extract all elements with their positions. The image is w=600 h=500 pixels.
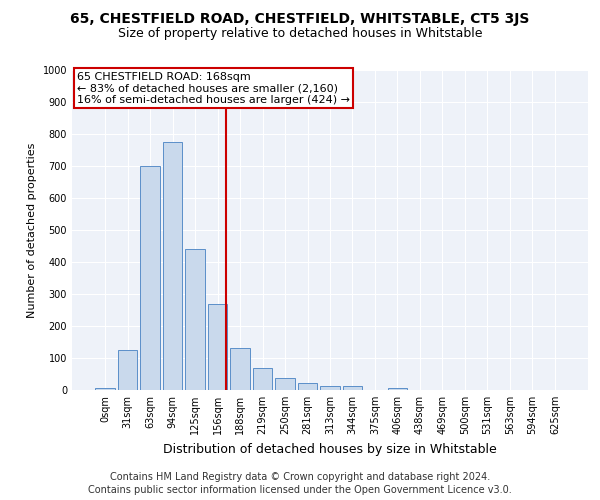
Bar — [95, 388, 115, 390]
Text: 65 CHESTFIELD ROAD: 168sqm
← 83% of detached houses are smaller (2,160)
16% of s: 65 CHESTFIELD ROAD: 168sqm ← 83% of deta… — [77, 72, 350, 105]
Text: 65, CHESTFIELD ROAD, CHESTFIELD, WHITSTABLE, CT5 3JS: 65, CHESTFIELD ROAD, CHESTFIELD, WHITSTA… — [70, 12, 530, 26]
Bar — [208, 304, 227, 390]
Bar — [140, 166, 160, 390]
Bar — [163, 142, 182, 390]
Bar — [185, 249, 205, 390]
Bar — [118, 350, 137, 390]
Bar — [275, 378, 295, 390]
Text: Contains public sector information licensed under the Open Government Licence v3: Contains public sector information licen… — [88, 485, 512, 495]
Bar — [298, 383, 317, 390]
Y-axis label: Number of detached properties: Number of detached properties — [27, 142, 37, 318]
Bar — [320, 386, 340, 390]
Bar — [230, 348, 250, 390]
Bar — [343, 386, 362, 390]
Text: Distribution of detached houses by size in Whitstable: Distribution of detached houses by size … — [163, 442, 497, 456]
Text: Size of property relative to detached houses in Whitstable: Size of property relative to detached ho… — [118, 28, 482, 40]
Text: Contains HM Land Registry data © Crown copyright and database right 2024.: Contains HM Land Registry data © Crown c… — [110, 472, 490, 482]
Bar — [253, 368, 272, 390]
Bar — [388, 388, 407, 390]
